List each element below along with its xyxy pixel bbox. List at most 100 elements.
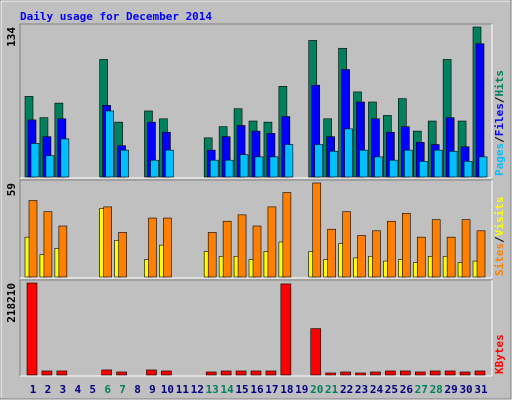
bar [101,369,112,376]
bar [325,372,336,376]
legend-entry: KBytes [493,334,506,374]
bar [389,159,398,178]
bar [344,128,353,178]
bar [146,369,157,376]
bar [103,206,112,278]
bar [26,282,38,376]
x-tick-label: 30 [459,383,472,396]
bar [461,219,471,278]
bar [118,232,127,278]
bar [41,370,53,376]
x-tick-label: 18 [280,383,293,396]
bar [329,150,338,178]
bar [418,161,428,178]
bar [478,156,488,178]
bar [312,182,322,278]
bar [310,328,322,376]
bar [250,370,262,376]
bar [207,232,217,278]
bar [282,192,292,278]
legend-text: Sites/Visits [493,197,506,277]
x-tick-label: 19 [295,383,308,396]
legend-entry: Sites [493,243,506,276]
bar [209,159,219,178]
bar [342,211,351,278]
bar [374,156,383,178]
x-tick-label: 20 [310,383,323,396]
bar [267,206,277,278]
bar [463,161,473,178]
x-tick-label: 28 [430,383,443,396]
x-tick-label: 22 [340,383,353,396]
bar [165,149,174,178]
x-tick-label: 9 [149,383,156,396]
bar [433,149,443,178]
legend-text: KBytes [493,334,506,374]
x-tick-label: 27 [415,383,428,396]
x-tick-label: 17 [265,383,278,396]
bar [444,370,456,376]
y-tick-label: 218210 [5,283,18,323]
bar [43,211,53,278]
bar [252,225,262,278]
bar [120,149,129,178]
bar [357,235,366,278]
bar [327,228,336,278]
bar [60,138,70,178]
bar [459,371,471,376]
bar [355,372,366,376]
bar [431,219,441,278]
x-tick-label: 13 [206,383,219,396]
bar [58,225,68,278]
x-tick-label: 2 [45,383,52,396]
bar [370,371,381,376]
bar [387,220,396,278]
x-tick-label: 26 [400,383,414,396]
y-tick-label: 134 [5,27,18,47]
x-tick-label: 15 [235,383,248,396]
bar [239,154,249,178]
bar [205,371,217,376]
x-tick-label: 6 [104,383,111,396]
x-tick-label: 12 [191,383,204,396]
x-tick-label: 29 [445,383,458,396]
bar [224,159,234,178]
bar [163,217,172,278]
bar [116,371,127,376]
bar [105,110,114,178]
bar [161,370,172,376]
x-tick-label: 16 [250,383,264,396]
bar [372,230,381,278]
x-tick-label: 21 [325,383,339,396]
x-tick-label: 25 [385,383,398,396]
bar [400,370,411,376]
legend-separator: / [493,236,506,243]
legend-text: Pages/Files/Hits [493,70,506,176]
bar [56,370,68,376]
x-tick-label: 14 [221,383,235,396]
bar [269,156,279,178]
bar [28,200,38,278]
legend-separator: / [493,136,506,143]
bar [448,150,458,178]
x-tick-label: 10 [161,383,174,396]
x-tick-label: 3 [60,383,67,396]
bar [220,370,232,376]
legend-entry: Files [493,103,506,136]
bar [474,370,486,376]
bar [235,370,247,376]
y-tick-label: 59 [5,183,18,196]
plot-area [19,279,493,377]
bar [404,149,413,178]
x-tick-label: 24 [370,383,384,396]
legend: Sites/Visits [493,197,506,277]
x-tick-label: 11 [176,383,190,396]
bar [30,143,40,178]
legend-separator: / [493,96,506,103]
legend-entry: Pages [493,143,506,176]
bar [385,370,396,376]
bar [45,155,55,178]
bar [476,230,486,278]
x-tick-label: 4 [74,383,81,396]
